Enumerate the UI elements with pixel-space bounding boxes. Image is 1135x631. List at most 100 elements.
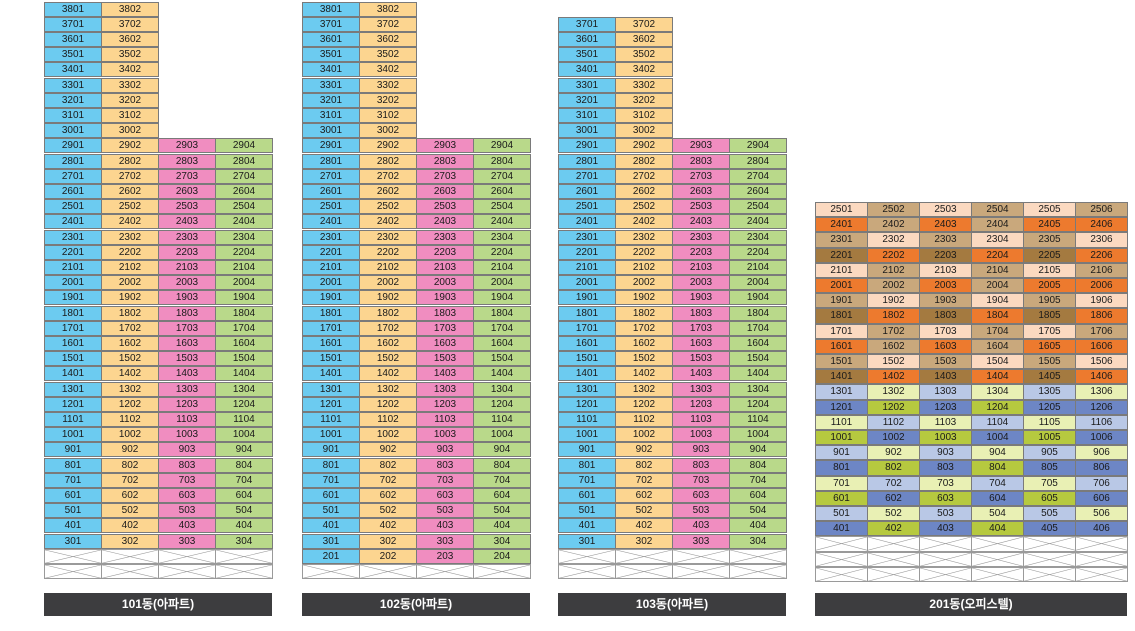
- unit-cell: 2904: [473, 138, 531, 154]
- unit-cell: 2201: [558, 244, 616, 260]
- unit-cell: 2602: [615, 183, 673, 200]
- unit-cell: 1403: [416, 366, 474, 382]
- unit-cell: 1302: [359, 381, 417, 397]
- unit-cell: 302: [359, 533, 417, 549]
- unit-cell: 405: [1023, 521, 1076, 537]
- unit-cell: 903: [672, 442, 730, 458]
- unit-cell: 2704: [729, 168, 787, 184]
- unit-cell: 303: [158, 533, 216, 549]
- unit-cell: 1906: [1075, 293, 1128, 309]
- unit-cell: 1804: [473, 305, 531, 321]
- unit-cell: 1501: [815, 354, 868, 370]
- unit-cell: 1002: [615, 427, 673, 443]
- unit-cell: 1501: [302, 351, 360, 367]
- unit-cell: 803: [672, 457, 730, 473]
- unit-cell: 2402: [867, 217, 920, 233]
- unit-cell: 1504: [473, 351, 531, 367]
- floor-row: 3101 3102: [558, 107, 673, 124]
- unit-cell: 2801: [44, 153, 102, 169]
- unit-cell: 1402: [615, 366, 673, 382]
- floor-row: 501 502 503 504: [302, 503, 531, 519]
- unit-cell: 1001: [44, 427, 102, 443]
- building-102-label: 102동(아파트): [302, 593, 530, 616]
- empty-floor-cell: [867, 551, 920, 567]
- unit-cell: 301: [302, 533, 360, 549]
- floor-row: 2801 2802 2803 2804: [302, 153, 531, 169]
- unit-cell: 1802: [867, 308, 920, 324]
- unit-cell: 3402: [359, 62, 417, 78]
- unit-cell: 2503: [919, 202, 972, 218]
- unit-cell: 2504: [473, 199, 531, 215]
- unit-cell: 1603: [416, 335, 474, 352]
- floor-row: 2501 2502 2503 2504: [44, 199, 273, 215]
- unit-cell: 1502: [867, 354, 920, 370]
- office-floor-row: 1001 1002 1003 1004 1005 1006: [815, 430, 1128, 446]
- unit-cell: 1505: [1023, 354, 1076, 370]
- unit-cell: 403: [672, 518, 730, 534]
- unit-cell: 3201: [44, 92, 102, 108]
- unit-cell: 702: [615, 472, 673, 488]
- unit-cell: 3401: [44, 62, 102, 78]
- unit-cell: 704: [971, 475, 1024, 491]
- unit-cell: 2303: [416, 229, 474, 245]
- office-floor-row: 1601 1602 1603 1604 1605 1606: [815, 338, 1128, 354]
- unit-cell: 1902: [867, 293, 920, 309]
- unit-cell: 1801: [815, 308, 868, 324]
- unit-cell: 2302: [359, 229, 417, 245]
- empty-floor-cell: [729, 548, 787, 564]
- unit-cell: 1102: [615, 411, 673, 428]
- unit-cell: 601: [558, 487, 616, 504]
- unit-cell: 1204: [215, 396, 273, 412]
- unit-cell: 2701: [302, 168, 360, 184]
- unit-cell: 2404: [729, 214, 787, 230]
- floor-row: 3001 3002: [302, 123, 417, 139]
- floor-row: 1701 1702 1703 1704: [44, 320, 273, 336]
- unit-cell: 2201: [302, 244, 360, 260]
- unit-cell: 704: [729, 472, 787, 488]
- unit-cell: 2504: [729, 199, 787, 215]
- unit-cell: 903: [919, 445, 972, 461]
- unit-cell: 806: [1075, 460, 1128, 476]
- unit-cell: 1404: [729, 366, 787, 382]
- unit-cell: 3301: [44, 77, 102, 93]
- empty-floor-cell: [44, 548, 102, 564]
- office-floor-row: 701 702 703 704 705 706: [815, 475, 1128, 491]
- unit-cell: 1203: [919, 399, 972, 415]
- unit-cell: 3401: [302, 62, 360, 78]
- building-103: 3701 3702 3601 3602 3501 3502 3401 3402 3301 3302…: [558, 0, 787, 631]
- unit-cell: 2002: [867, 278, 920, 294]
- unit-cell: 1406: [1075, 369, 1128, 385]
- unit-cell: 2604: [729, 183, 787, 200]
- office-floor-row: 1301 1302 1303 1304 1305 1306: [815, 384, 1128, 400]
- unit-cell: 2603: [158, 183, 216, 200]
- unit-cell: 2803: [672, 153, 730, 169]
- unit-cell: 301: [558, 533, 616, 549]
- unit-cell: 2004: [729, 275, 787, 291]
- floor-row: 3701 3702: [44, 16, 159, 32]
- unit-cell: 1003: [416, 427, 474, 443]
- unit-cell: 2203: [158, 244, 216, 260]
- unit-cell: 2101: [44, 259, 102, 276]
- unit-cell: 1603: [919, 338, 972, 354]
- unit-cell: 1404: [473, 366, 531, 382]
- unit-cell: 3601: [44, 31, 102, 48]
- unit-cell: 2901: [44, 138, 102, 154]
- unit-cell: 906: [1075, 445, 1128, 461]
- unit-cell: 1903: [672, 290, 730, 306]
- floor-row: 1301 1302 1303 1304: [302, 381, 531, 397]
- floor-row: 601 602 603 604: [558, 487, 787, 504]
- unit-cell: 1204: [971, 399, 1024, 415]
- office-floor-row: 2501 2502 2503 2504 2505 2506: [815, 202, 1128, 218]
- unit-cell: 1905: [1023, 293, 1076, 309]
- unit-cell: 2701: [44, 168, 102, 184]
- unit-cell: 1103: [919, 414, 972, 430]
- floor-row: 401 402 403 404: [558, 518, 787, 534]
- unit-cell: 502: [101, 503, 159, 519]
- unit-cell: 702: [101, 472, 159, 488]
- floor-row: 3201 3202: [302, 92, 417, 108]
- floor-row: 3801 3802: [44, 1, 159, 17]
- floor-row: 1301 1302 1303 1304: [44, 381, 273, 397]
- unit-cell: 2803: [158, 153, 216, 169]
- unit-cell: 2203: [416, 244, 474, 260]
- floor-row: 701 702 703 704: [44, 472, 273, 488]
